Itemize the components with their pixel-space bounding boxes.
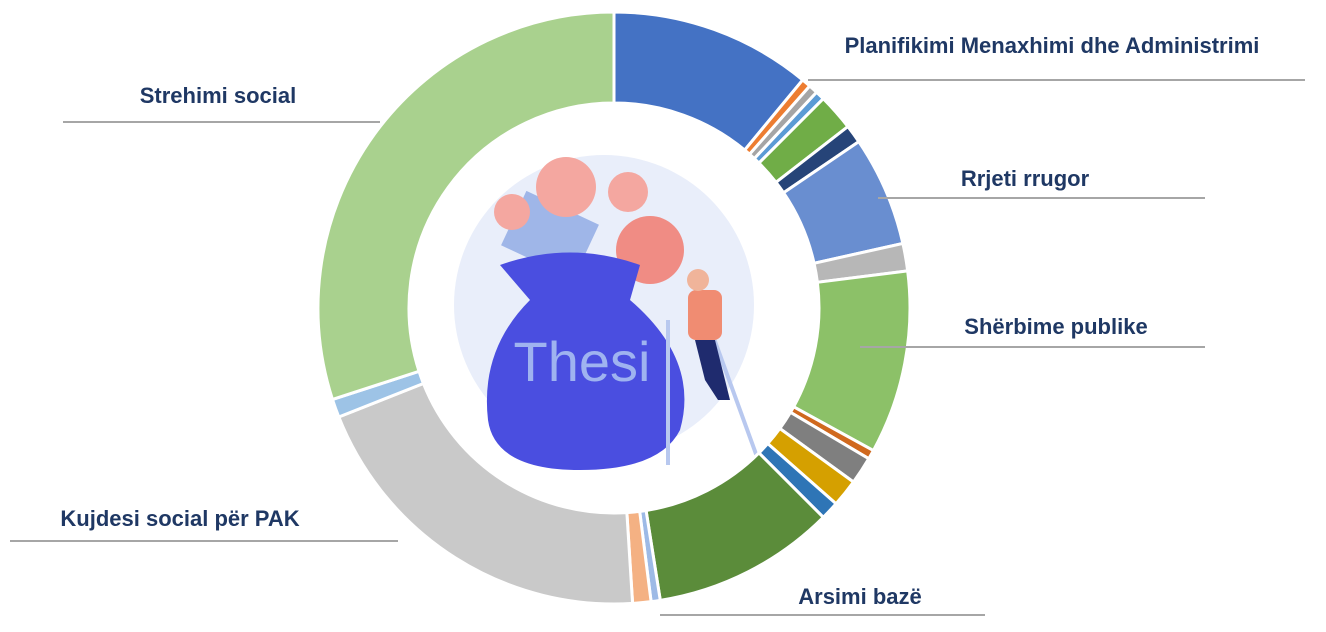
segment-label: Strehimi social bbox=[140, 83, 297, 108]
segment-label: Kujdesi social për PAK bbox=[60, 506, 299, 531]
segment-label: Shërbime publike bbox=[964, 314, 1147, 339]
segment-label: Planifikimi Menaxhimi dhe Administrimi bbox=[845, 33, 1260, 58]
segment-label: Arsimi bazë bbox=[798, 584, 922, 609]
donut-segment bbox=[316, 10, 616, 402]
center-text: Thesi bbox=[514, 330, 651, 393]
segment-label: Rrjeti rrugor bbox=[961, 166, 1090, 191]
illustration: Thesi bbox=[454, 155, 762, 470]
